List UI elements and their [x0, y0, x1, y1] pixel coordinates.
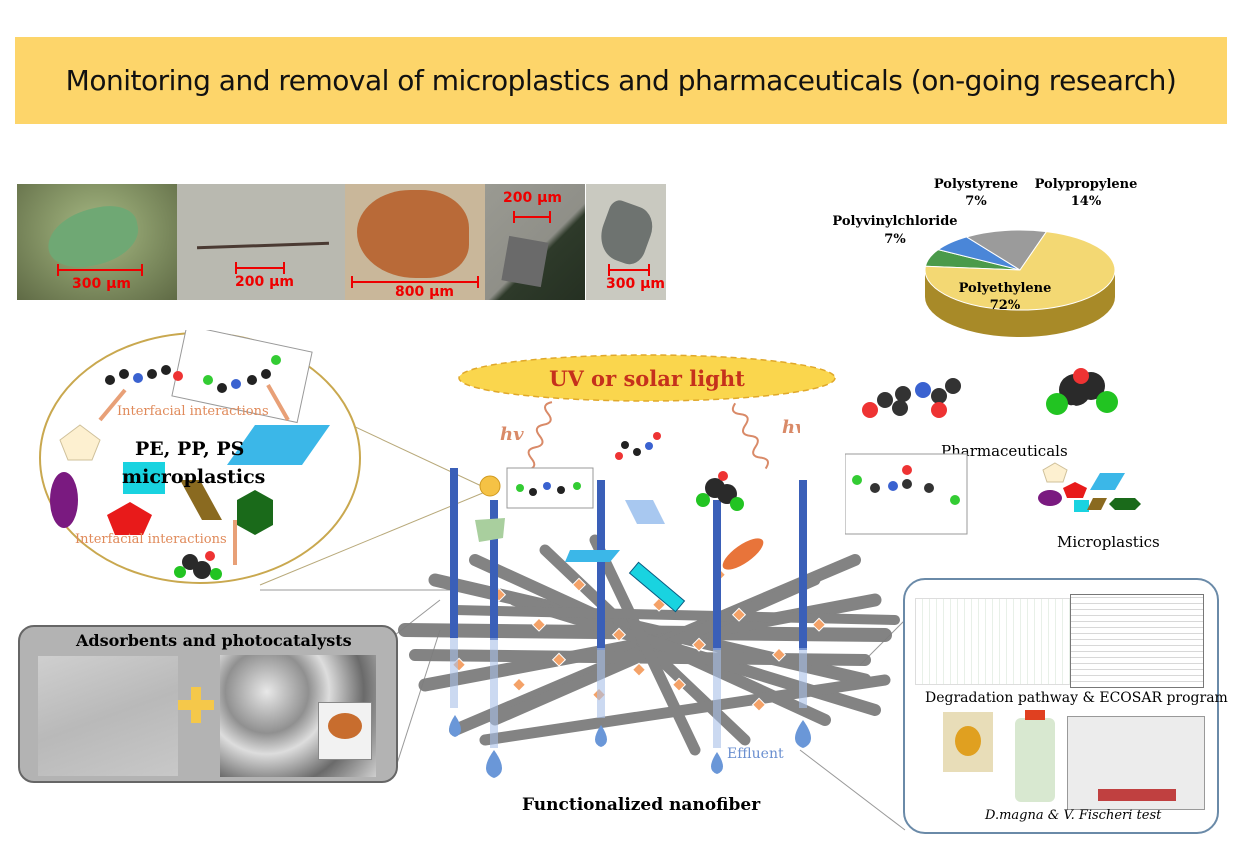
molecule-icon	[696, 471, 744, 511]
oval-shape	[722, 538, 764, 570]
luminometer	[1067, 716, 1205, 810]
tem-image	[38, 656, 178, 776]
pentagon-red-shape	[107, 502, 152, 535]
hexagon-shape	[1109, 498, 1141, 510]
bar-shape	[628, 561, 686, 613]
microplastic-photo-2: 200 µm	[177, 184, 345, 300]
toxicity-label: D.magna & V. Fischeri test	[985, 808, 1162, 823]
vibrio-vial	[1015, 710, 1055, 802]
pie-label-polypropylene: Polypropylene	[1035, 177, 1138, 192]
light-label: UV or solar light	[549, 366, 745, 391]
page-title: Monitoring and removal of microplastics …	[65, 64, 1177, 97]
microplastic-photo-5: 300 µm	[586, 184, 666, 300]
pentagon-shape	[1042, 462, 1068, 483]
dye-particle	[479, 475, 501, 497]
microplastic-photo-1: 300 µm	[17, 184, 177, 300]
molecule-icon	[1046, 368, 1118, 415]
pentagon-shape	[475, 518, 505, 542]
nanofiber-mat: Effluent	[398, 432, 900, 778]
pie-value-polyvinylchloride: 7%	[884, 232, 906, 247]
parallelogram-shape	[1090, 473, 1125, 490]
pentagon-shape	[59, 424, 101, 461]
pie-value-polypropylene: 14%	[1071, 194, 1102, 209]
nanofiber-label: Functionalized nanofiber	[522, 795, 761, 815]
ecosar-screen	[1070, 594, 1204, 688]
oval-shape	[1038, 490, 1062, 506]
inset-heading-line1: PE, PP, PS	[135, 438, 244, 460]
toxicity-panel: Degradation pathway & ECOSAR program D.m…	[903, 578, 1228, 834]
parallelogram-shape	[227, 425, 330, 465]
hexagon-shape	[237, 490, 273, 535]
pharmaceuticals-label: Pharmaceuticals	[941, 442, 1068, 460]
scale-bar-label: 300 µm	[606, 276, 665, 292]
molecule-icon	[862, 378, 961, 418]
parallelogram-shape	[565, 550, 620, 562]
inset-heading-line2: microplastics	[122, 466, 265, 488]
light-source: UV or solar light	[458, 354, 836, 402]
square-shape	[123, 462, 165, 494]
pathway-image	[915, 598, 1092, 685]
light-rays: hv hv	[500, 401, 800, 471]
scale-bar-label: 300 µm	[72, 276, 131, 292]
pharma-panel: Pharmaceuticals Microplastics	[845, 368, 1160, 551]
pie-label-polystyrene: Polystyrene	[934, 177, 1018, 192]
molecule-icon	[852, 465, 960, 505]
interaction-inset: Interfacial interactions Interfacial int…	[39, 330, 361, 584]
polymer-pie-chart: Polystyrene 7% Polypropylene 14% Polyvin…	[832, 177, 1138, 337]
adsorbents-label: Adsorbents and photocatalysts	[76, 631, 352, 650]
oval-shape	[50, 472, 78, 528]
molecule-icon	[203, 355, 281, 393]
pie-label-polyvinylchloride: Polyvinylchloride	[832, 214, 957, 229]
title-banner: Monitoring and removal of microplastics …	[15, 37, 1227, 124]
molecule-icon	[174, 551, 222, 580]
pie-value-polyethylene: 72%	[990, 298, 1021, 313]
hv-label-left: hv	[500, 424, 524, 445]
plus-icon-vertical	[191, 687, 201, 723]
microplastic-photo-3: 800 µm	[345, 184, 485, 300]
square-shape	[1074, 500, 1089, 512]
scale-bar-label: 800 µm	[395, 284, 454, 300]
molecule-icon	[105, 365, 183, 385]
rhombus-shape	[625, 500, 665, 524]
interaction-label-bottom: Interfacial interactions	[75, 532, 227, 547]
pentagon-red-shape	[1063, 482, 1087, 498]
rhombus-shape	[180, 480, 222, 520]
scale-bar-label: 200 µm	[503, 190, 562, 206]
rhombus-shape	[1087, 498, 1107, 510]
hv-label-right: hv	[782, 417, 800, 438]
pie-label-polyethylene: Polyethylene	[959, 281, 1052, 296]
effluent-label: Effluent	[727, 746, 784, 762]
interaction-label-top: Interfacial interactions	[117, 404, 269, 419]
pie-value-polystyrene: 7%	[965, 194, 987, 209]
molecule-icon	[615, 432, 661, 460]
pie-slice-polyethylene	[924, 231, 1116, 311]
microplastic-photo-4: 200 µm	[485, 184, 585, 300]
degradation-label: Degradation pathway & ECOSAR program	[925, 690, 1228, 706]
powder-photo	[318, 702, 372, 760]
scale-bar-label: 200 µm	[235, 274, 294, 290]
daphnia-photo	[943, 712, 993, 772]
microplastics-label: Microplastics	[1057, 533, 1160, 551]
molecule-icon	[516, 482, 581, 496]
adsorbents-panel: Adsorbents and photocatalysts	[18, 625, 398, 783]
